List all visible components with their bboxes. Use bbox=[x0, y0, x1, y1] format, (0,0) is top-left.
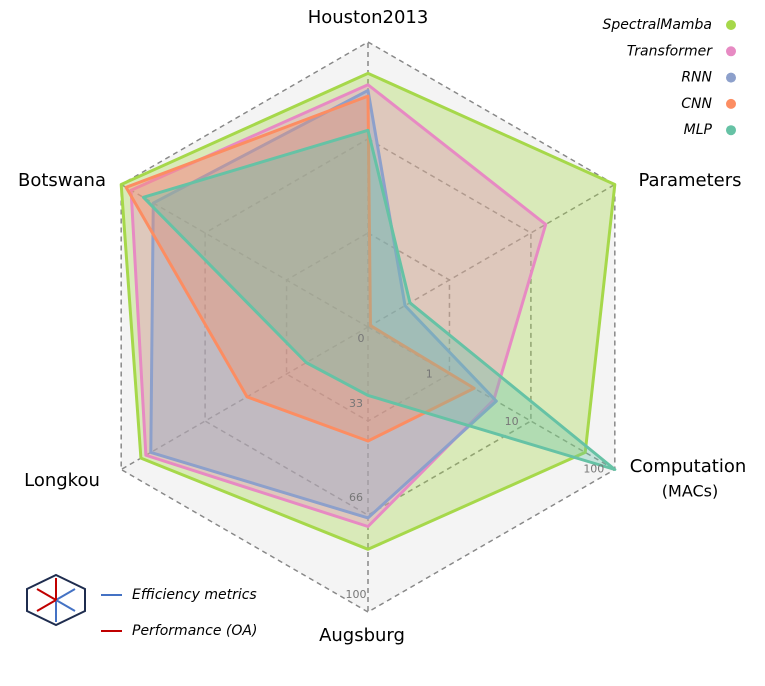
spoke bbox=[120, 183, 369, 328]
series-area bbox=[129, 83, 548, 528]
legend-marker bbox=[726, 72, 736, 83]
axis-label: Augsburg bbox=[319, 625, 405, 646]
legend-marker bbox=[726, 98, 736, 109]
spoke bbox=[367, 326, 616, 471]
series-area bbox=[149, 88, 498, 520]
axis-label: Computation bbox=[630, 456, 747, 477]
series-area bbox=[119, 71, 617, 551]
series-area bbox=[124, 94, 476, 443]
axis-label: Houston2013 bbox=[308, 7, 429, 28]
r-tick-label: 66 bbox=[349, 491, 363, 504]
legend-label: Transformer bbox=[627, 43, 713, 59]
legend-marker bbox=[726, 46, 736, 57]
series-area bbox=[141, 128, 617, 471]
r-tick-label: 0 bbox=[358, 332, 365, 345]
legend-label: SpectralMamba bbox=[602, 17, 712, 33]
axis-label: Longkou bbox=[24, 470, 100, 491]
grid-ring bbox=[204, 138, 532, 516]
axis-label: Botswana bbox=[18, 170, 106, 191]
legend-label: CNN bbox=[681, 96, 712, 112]
r2-tick-label: 10 bbox=[505, 415, 519, 428]
legend-marker bbox=[726, 20, 736, 30]
r2-tick-label: 1 bbox=[426, 367, 433, 380]
group-label: Efficiency metrics bbox=[132, 587, 257, 603]
r2-tick-label: 100 bbox=[583, 463, 604, 476]
spoke bbox=[120, 326, 369, 471]
r-tick-label: 100 bbox=[346, 588, 367, 601]
legend-marker bbox=[726, 125, 736, 136]
axis-group-icon bbox=[26, 573, 86, 627]
unit-label: (MACs) bbox=[662, 482, 718, 501]
group-label: Performance (OA) bbox=[132, 623, 257, 639]
axis-label: Parameters bbox=[638, 170, 741, 191]
r-tick-label: 33 bbox=[349, 397, 363, 410]
legend-label: MLP bbox=[684, 122, 713, 138]
legend-label: RNN bbox=[681, 70, 712, 86]
